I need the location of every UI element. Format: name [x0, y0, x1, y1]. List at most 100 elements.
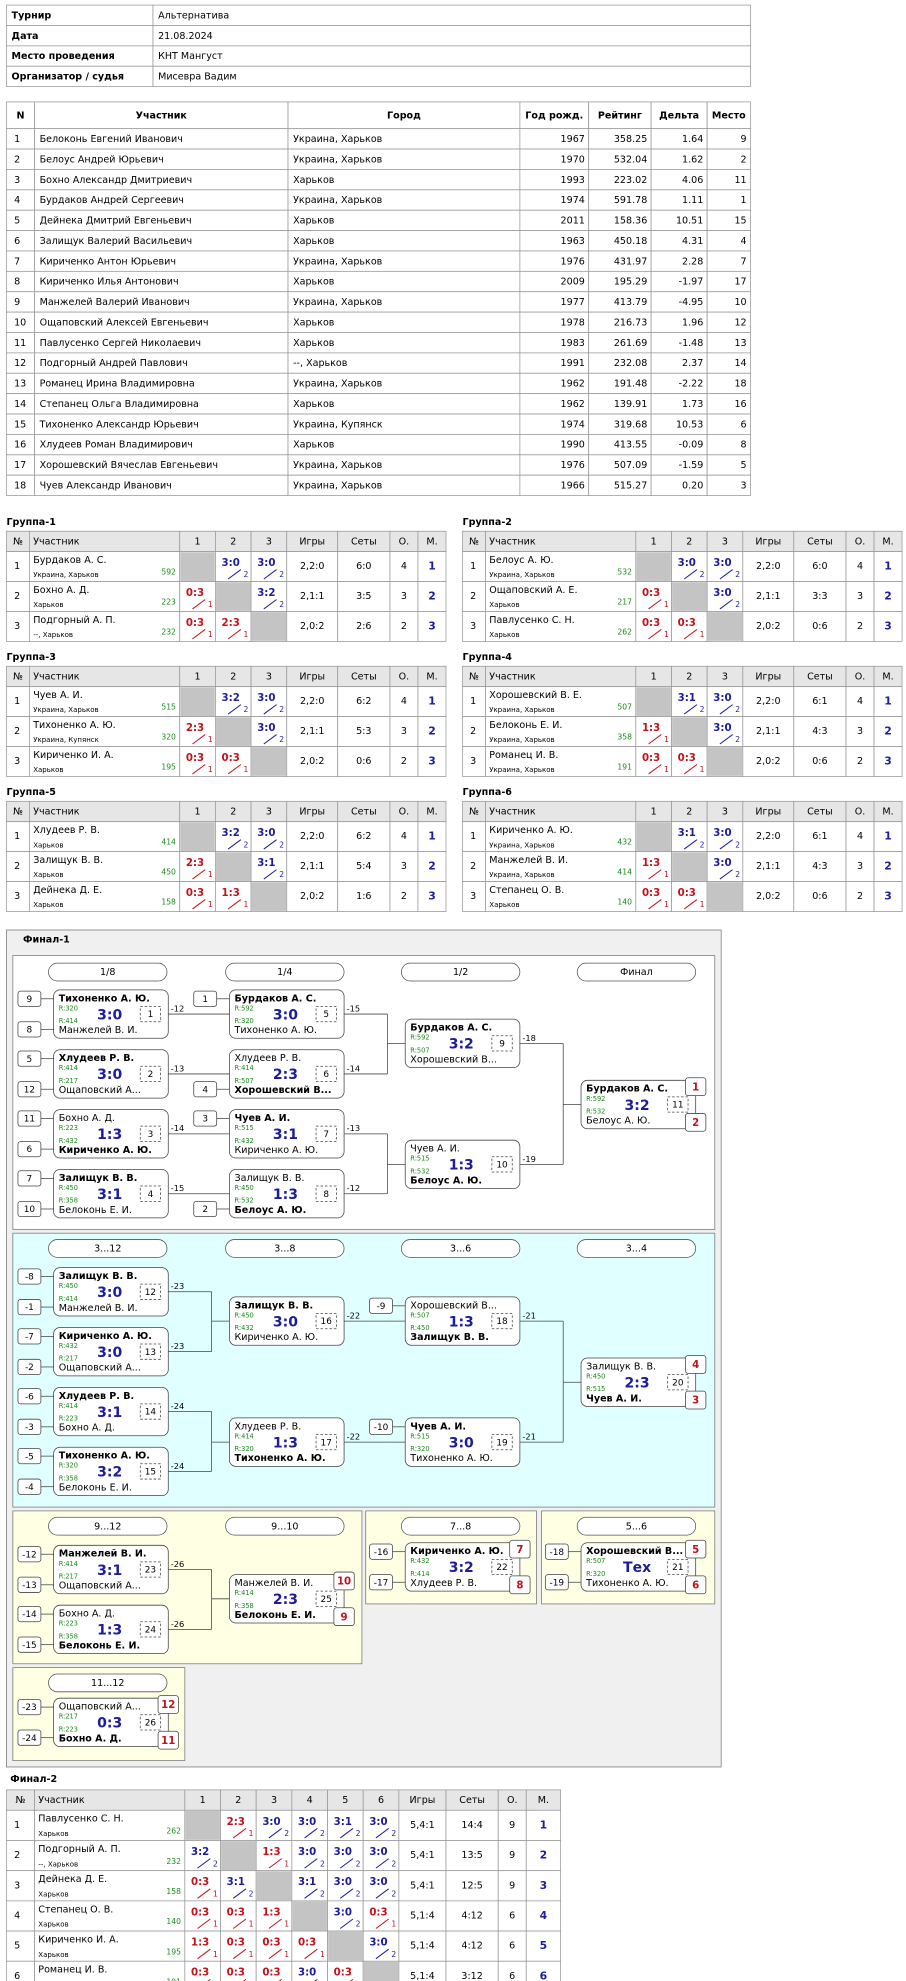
- cell-text: Кириченко Илья Антонович: [40, 277, 179, 288]
- cell-text: 358.25: [614, 134, 647, 145]
- match-points: 2: [244, 570, 249, 579]
- round-header-pill: [401, 1516, 521, 1536]
- table-cell: [742, 551, 795, 582]
- match-points: 2: [391, 1889, 396, 1898]
- loser-destination: -21: [522, 1432, 536, 1442]
- place: 1: [884, 695, 892, 708]
- cell-text: Белоус Андрей Юрьевич: [40, 154, 164, 165]
- rating-top: R:414: [235, 1432, 254, 1440]
- player-rating: 262: [166, 1827, 181, 1836]
- info-value: Мисевра Вадим: [158, 72, 237, 83]
- match-box: [229, 1296, 345, 1346]
- cell-text: 4: [14, 195, 20, 206]
- rating-bottom: R:223: [59, 1725, 78, 1733]
- cell-text: Хлудеев Роман Владимирович: [40, 440, 193, 451]
- score-slash: [232, 1918, 247, 1929]
- place: 1: [428, 695, 436, 708]
- player-name: Манжелей В. И.: [489, 855, 568, 866]
- table-cell: [337, 686, 391, 717]
- match-score: 1:3: [262, 1907, 280, 1918]
- match-score: 3:0: [334, 1847, 352, 1858]
- info-key: Дата: [12, 31, 39, 42]
- info-key: Турнир: [12, 10, 52, 21]
- match-number-box: [139, 1185, 162, 1202]
- stat: 6: [509, 1971, 515, 1981]
- table-cell: [29, 551, 181, 582]
- match-points: 2: [391, 1859, 396, 1868]
- header-cell: [6, 101, 35, 130]
- table-cell: [6, 270, 35, 293]
- table-cell: [793, 611, 847, 642]
- match-number: 15: [145, 1468, 156, 1478]
- table-cell: [525, 1870, 562, 1902]
- player-rating: 262: [617, 628, 632, 637]
- info-key: Организатор / судья: [12, 72, 124, 83]
- match-number: 5: [323, 1010, 329, 1020]
- column-header: Участник: [489, 672, 536, 683]
- rating-bottom: R:507: [235, 1077, 254, 1085]
- table-cell: [286, 881, 339, 912]
- score-slash: [304, 1888, 318, 1899]
- info-value-cell: [152, 65, 751, 88]
- match-score: 3:0: [97, 1285, 122, 1301]
- table-cell: [445, 1870, 499, 1902]
- row-number: 1: [14, 1820, 20, 1831]
- match-score: 3:0: [298, 1817, 316, 1828]
- match-score: 3:2: [625, 1098, 650, 1114]
- match-score: 1:3: [262, 1847, 280, 1858]
- column-header: №: [469, 807, 479, 818]
- rating-top: R:320: [59, 1004, 78, 1012]
- place-box: [333, 1607, 355, 1626]
- column-header: М.: [882, 807, 893, 818]
- table-cell: [873, 551, 903, 582]
- cell-text: Харьков: [293, 338, 335, 349]
- cell-text: Украина, Харьков: [293, 481, 383, 492]
- player-city: Харьков: [33, 766, 63, 774]
- table-cell: [671, 551, 708, 582]
- table-cell: [485, 881, 637, 912]
- cell-text: 12: [734, 317, 746, 328]
- cell-text: -1.97: [679, 277, 704, 288]
- match-score: 0:3: [227, 1907, 245, 1918]
- cell-text: Манжелей Валерий Иванович: [40, 297, 190, 308]
- player-top: Чуев А. И.: [410, 1144, 460, 1155]
- player-city: Харьков: [38, 1890, 68, 1898]
- match-points: 2: [320, 1829, 325, 1838]
- player-bottom: Белоконь Е. И.: [59, 1640, 140, 1651]
- match-number: 16: [321, 1317, 333, 1327]
- column-header: 3: [266, 807, 272, 818]
- score-slash: [232, 1948, 247, 1960]
- cell-text: Бурдаков Андрей Сергеевич: [40, 195, 184, 206]
- table-cell: [291, 1930, 328, 1962]
- cell-text: 15: [14, 419, 26, 430]
- score-slash: [719, 599, 733, 610]
- match-number-box: [315, 1590, 337, 1607]
- cell-text: 413.79: [614, 297, 647, 308]
- diagonal-cell: [636, 822, 671, 852]
- round-header-pill: [225, 1516, 345, 1536]
- cell-text: Белоконь Евгений Иванович: [40, 134, 183, 145]
- diagonal-cell: [636, 687, 671, 716]
- match-score: 3:1: [273, 1127, 298, 1143]
- column-header: Сеты: [807, 672, 833, 683]
- match-points: 2: [320, 1859, 325, 1868]
- match-score: 2:3: [227, 1817, 245, 1828]
- table-cell: [29, 851, 181, 882]
- match-box: [404, 1018, 521, 1068]
- match-points: 2: [735, 840, 740, 849]
- stat: 5:3: [356, 726, 371, 737]
- column-header: Сеты: [351, 672, 377, 683]
- cell-text: Павлусенко Сергей Николаевич: [40, 338, 201, 349]
- cell-text: -2.22: [679, 379, 704, 390]
- table-cell: [34, 1809, 186, 1841]
- stat: 3: [401, 726, 407, 737]
- table-cell: [220, 1900, 257, 1932]
- player-rating: 158: [161, 898, 176, 907]
- table-cell: [845, 716, 875, 747]
- match-number-box: [491, 1434, 513, 1451]
- match-score: 0:3: [369, 1907, 387, 1918]
- cell-text: -1.59: [679, 460, 704, 471]
- table-cell: [398, 1870, 447, 1902]
- place: 3: [540, 1879, 548, 1892]
- round-header: 1/4: [277, 967, 292, 978]
